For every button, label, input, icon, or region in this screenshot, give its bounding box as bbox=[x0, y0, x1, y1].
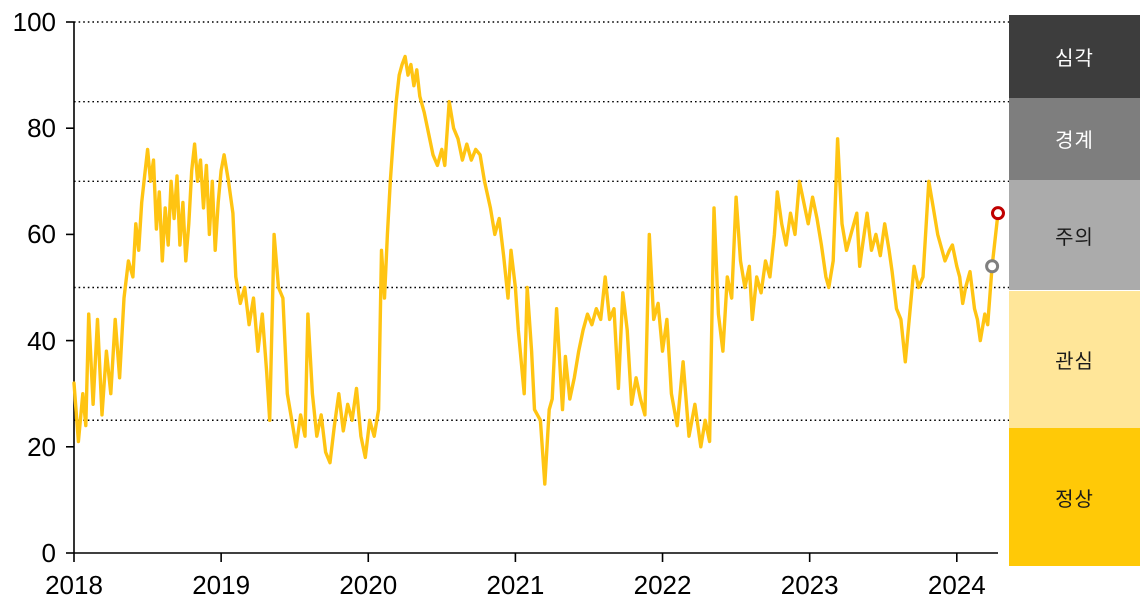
x-tick-label: 2018 bbox=[45, 570, 103, 600]
x-tick-label: 2022 bbox=[633, 570, 692, 600]
x-tick-label: 2023 bbox=[780, 570, 839, 600]
latest-point-marker bbox=[991, 206, 1005, 221]
y-tick-label: 60 bbox=[27, 219, 56, 250]
x-tick-label: 2021 bbox=[486, 570, 545, 600]
x-tick-label: 2019 bbox=[192, 570, 251, 600]
previous-point-marker bbox=[985, 259, 1000, 274]
x-tick-label: 2020 bbox=[339, 570, 398, 600]
x-tick-label: 2024 bbox=[927, 570, 986, 600]
index-line-series bbox=[72, 54, 1000, 486]
y-tick-label: 0 bbox=[41, 538, 56, 568]
y-tick-label: 20 bbox=[27, 431, 56, 462]
y-tick-label: 80 bbox=[27, 113, 56, 144]
y-tick-label: 100 bbox=[12, 7, 56, 37]
y-tick-label: 40 bbox=[27, 325, 56, 356]
